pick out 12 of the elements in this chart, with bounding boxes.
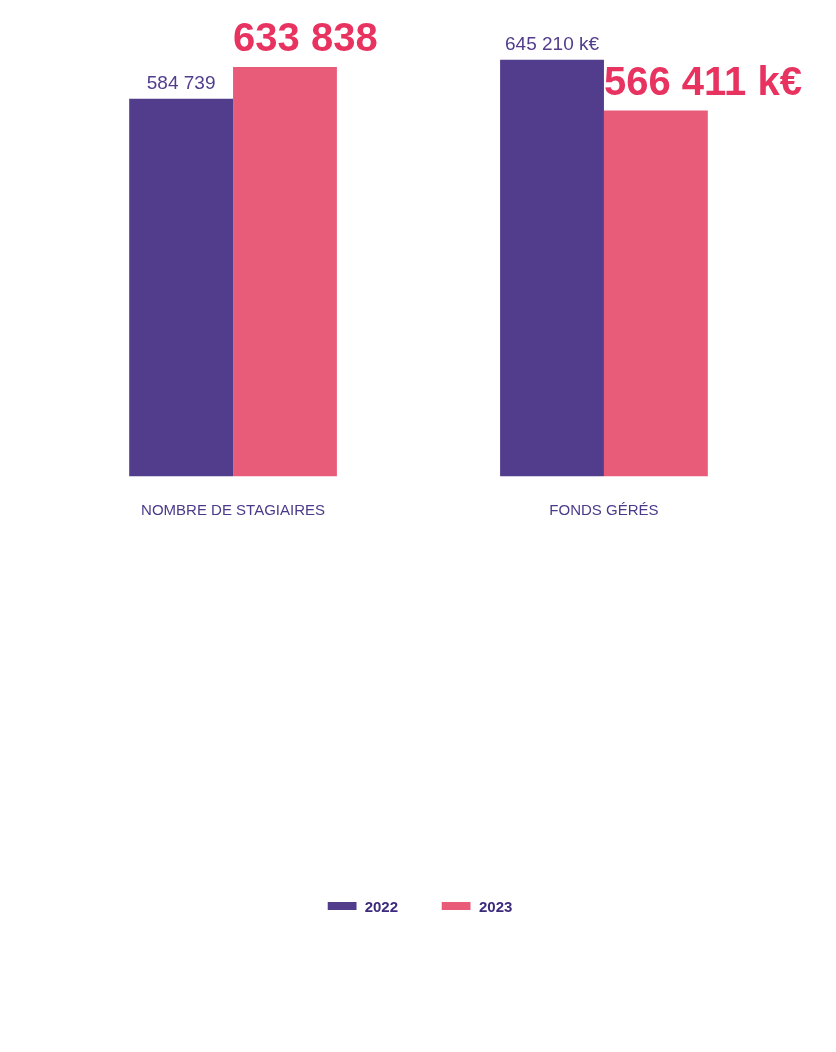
bar bbox=[603, 110, 708, 477]
bar bbox=[500, 59, 604, 477]
data-label: 633 838 bbox=[233, 15, 378, 60]
data-label: 584 739 bbox=[146, 71, 216, 93]
x-tick-label: FONDS GÉRÉS bbox=[549, 500, 659, 518]
bar bbox=[233, 67, 337, 477]
bar bbox=[129, 98, 234, 477]
x-tick-label: NOMBRE DE STAGIAIRES bbox=[141, 500, 326, 518]
data-label: 645 210 k€ bbox=[505, 32, 600, 54]
data-label: 566 411 k€ bbox=[603, 58, 802, 103]
legend-label: 2022 bbox=[364, 897, 398, 915]
legend-label: 2023 bbox=[479, 897, 513, 915]
